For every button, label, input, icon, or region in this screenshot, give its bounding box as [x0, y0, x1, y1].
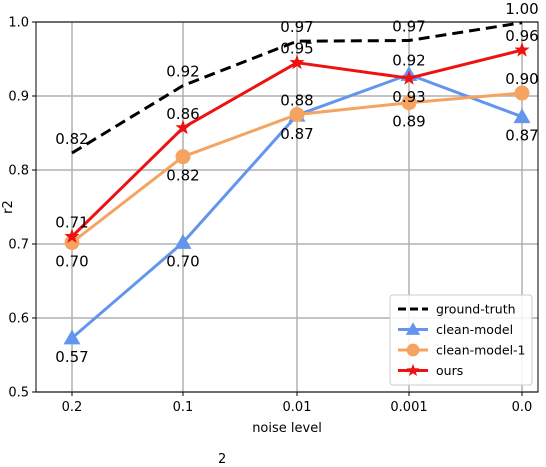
data-label: 0.93	[392, 88, 425, 106]
x-axis-label: noise level	[252, 421, 322, 436]
data-label: 0.92	[392, 52, 425, 70]
data-label: 0.82	[55, 130, 88, 148]
legend-label: ground-truth	[436, 302, 516, 317]
series-group	[63, 21, 531, 345]
data-label: 1.00	[505, 0, 538, 18]
series-line-ground-truth	[71, 21, 523, 155]
legend-box	[389, 294, 533, 386]
y-tick-label: 0.5	[8, 386, 29, 401]
legend: ground-truth clean-model clean-model-1 ours	[389, 294, 533, 386]
x-axis-ticks: 0.2 0.1 0.01 0.001 0.0	[62, 392, 533, 415]
marker-triangle	[174, 234, 192, 249]
marker-triangle	[405, 322, 421, 335]
legend-label: ours	[436, 363, 463, 378]
y-axis-ticks: 0.5 0.6 0.7 0.8 0.9 1.0	[8, 16, 36, 401]
y-tick-label: 0.6	[8, 312, 29, 327]
marker-star	[175, 119, 191, 135]
x-tick-label: 0.2	[62, 400, 83, 415]
data-label: 0.87	[280, 125, 313, 143]
marker-circle	[406, 343, 420, 357]
series-ours	[64, 42, 530, 244]
data-label: 0.70	[166, 253, 199, 271]
marker-star	[289, 54, 305, 70]
data-label: 0.70	[55, 253, 88, 271]
legend-entry: clean-model-1	[398, 343, 526, 358]
y-tick-label: 0.7	[8, 238, 29, 253]
figure-caption-fragment: 2	[218, 452, 227, 467]
marker-circle	[64, 235, 80, 251]
x-tick-label: 0.01	[283, 400, 312, 415]
marker-star	[64, 228, 80, 244]
data-label: 0.90	[505, 70, 538, 88]
data-label: 0.87	[505, 127, 538, 145]
marker-triangle	[513, 108, 531, 124]
legend-label: clean-model-1	[436, 343, 526, 358]
data-label: 0.97	[392, 18, 425, 36]
data-label: 0.71	[55, 214, 88, 232]
data-label: 0.86	[166, 105, 199, 123]
series-clean-model-1	[64, 85, 530, 251]
marker-star	[514, 42, 530, 57]
data-label: 0.89	[392, 113, 425, 131]
legend-entry: ground-truth	[398, 302, 516, 317]
y-tick-label: 0.9	[8, 90, 29, 105]
marker-circle	[289, 107, 305, 122]
y-axis-label: r2	[1, 200, 16, 214]
x-tick-label: 0.0	[512, 400, 533, 415]
x-tick-label: 0.001	[390, 400, 427, 415]
data-label: 0.57	[55, 348, 88, 366]
plot-area-frame	[35, 21, 539, 393]
marker-circle	[514, 85, 530, 101]
data-label: 0.96	[505, 27, 538, 45]
marker-circle	[175, 149, 191, 165]
y-tick-label: 1.0	[8, 16, 29, 31]
data-labels-group: 0.82 0.92 0.97 0.97 1.00 0.57 0.70 0.87 0.92 0.87…	[55, 0, 538, 366]
marker-triangle	[63, 329, 81, 345]
data-label: 0.97	[280, 18, 313, 36]
y-tick-label: 0.8	[8, 164, 29, 179]
data-label: 0.92	[166, 63, 199, 81]
legend-label: clean-model	[436, 322, 513, 337]
marker-star	[406, 363, 420, 376]
legend-entry: clean-model	[398, 322, 513, 337]
data-label: 0.88	[280, 92, 313, 110]
marker-star	[401, 70, 417, 85]
data-label: 0.95	[280, 40, 313, 58]
data-label: 0.82	[166, 167, 199, 185]
marker-circle	[401, 95, 417, 111]
series-ground-truth	[71, 21, 523, 155]
legend-entry: ours	[398, 363, 463, 378]
x-tick-label: 0.1	[173, 400, 194, 415]
